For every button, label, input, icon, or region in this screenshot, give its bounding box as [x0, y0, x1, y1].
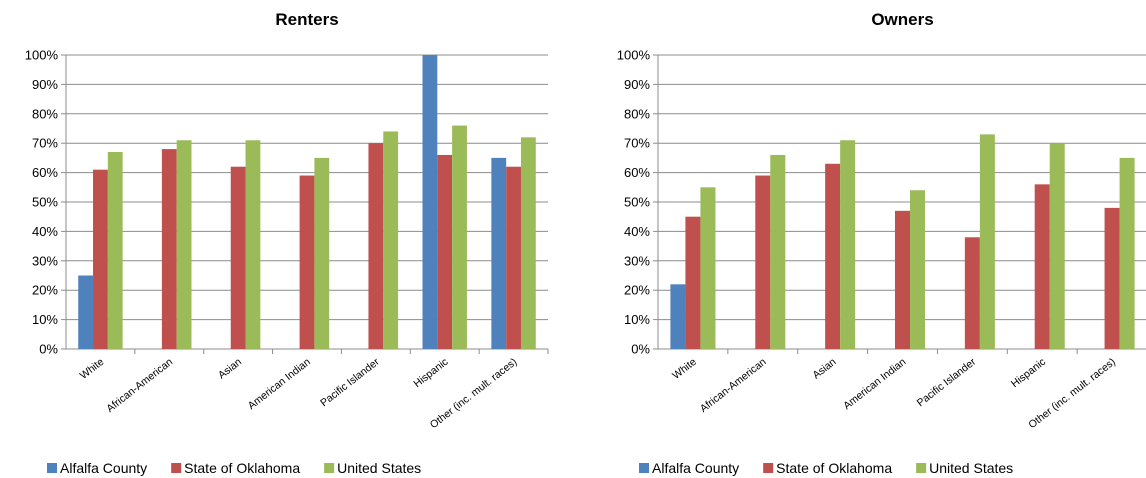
bar-state-of-oklahoma-pacific-islander: [964, 237, 980, 349]
y-tick-label: 90%: [32, 77, 58, 92]
bar-state-of-oklahoma-hispanic: [437, 154, 453, 349]
y-tick-label: 50%: [32, 195, 58, 210]
bar-state-of-oklahoma-asian: [230, 166, 246, 349]
renters-chart: Renters 0% 10% 20% 30% 40% 50% 60% 70% 80% 90% 100%…: [25, 10, 549, 476]
x-category-label: American Indian: [246, 356, 313, 412]
bar-alfalfa-county-white: [670, 284, 686, 349]
chart-title: Renters: [275, 10, 338, 29]
legend-swatch-alfalfa-county: [639, 463, 649, 473]
bar-state-of-oklahoma-american-indian: [299, 175, 315, 349]
legend-swatch-state-of-oklahoma: [171, 463, 182, 473]
legend-swatch-state-of-oklahoma: [763, 463, 774, 473]
bar-united-states-pacific-islander: [383, 131, 399, 349]
x-category-label: Hispanic: [411, 356, 450, 390]
owners-chart: Owners 0% 10% 20% 30% 40% 50% 60% 70% 80% 90% 100% W…: [617, 10, 1146, 476]
x-category-label: Pacific Islander: [318, 356, 382, 410]
bar-alfalfa-county-other-inc-mult-races: [491, 157, 507, 349]
y-tick-label: 0%: [631, 342, 650, 357]
y-tick-label: 80%: [624, 106, 650, 121]
bar-state-of-oklahoma-white: [685, 216, 701, 349]
y-tick-label: 70%: [624, 136, 650, 151]
legend-label-state-of-oklahoma: State of Oklahoma: [776, 460, 892, 476]
x-category-label: African-American: [104, 356, 175, 415]
bar-united-states-hispanic: [452, 125, 467, 349]
legend-swatch-united-states: [324, 463, 335, 473]
x-category-label: Asian: [810, 356, 838, 382]
y-tick-label: 40%: [624, 224, 650, 239]
bar-united-states-pacific-islander: [979, 134, 995, 349]
bar-state-of-oklahoma-hispanic: [1034, 184, 1050, 349]
bar-united-states-hispanic: [1049, 143, 1065, 349]
bar-united-states-african-american: [770, 154, 786, 349]
y-tick-label: 40%: [32, 224, 58, 239]
bar-united-states-other-inc-mult-races: [520, 137, 536, 349]
bar-state-of-oklahoma-african-american: [755, 175, 771, 349]
y-tick-label: 100%: [25, 48, 59, 63]
y-tick-label: 20%: [624, 283, 650, 298]
bar-united-states-african-american: [176, 140, 192, 349]
legend-label-state-of-oklahoma: State of Oklahoma: [184, 460, 300, 476]
legend-swatch-alfalfa-county: [47, 463, 57, 473]
x-category-label: White: [78, 356, 107, 382]
y-tick-label: 10%: [32, 312, 58, 327]
bar-state-of-oklahoma-other-inc-mult-races: [1104, 207, 1120, 349]
bar-state-of-oklahoma-asian: [825, 163, 841, 349]
bar-state-of-oklahoma-other-inc-mult-races: [506, 166, 521, 349]
y-tick-label: 60%: [32, 165, 58, 180]
bar-state-of-oklahoma-pacific-islander: [368, 143, 384, 349]
bar-united-states-american-indian: [314, 157, 330, 349]
y-tick-label: 50%: [624, 195, 650, 210]
legend-label-alfalfa-county: Alfalfa County: [652, 460, 739, 476]
x-category-label: White: [670, 356, 699, 382]
bar-alfalfa-county-hispanic: [422, 55, 438, 349]
x-category-label: Hispanic: [1009, 356, 1048, 390]
x-category-label: American Indian: [841, 356, 908, 412]
legend-label-alfalfa-county: Alfalfa County: [60, 460, 147, 476]
bar-united-states-white: [700, 187, 716, 349]
bar-united-states-asian: [840, 140, 856, 349]
x-category-label: African-American: [698, 356, 769, 415]
bar-united-states-other-inc-mult-races: [1119, 157, 1135, 349]
y-tick-label: 60%: [624, 165, 650, 180]
y-tick-label: 90%: [624, 77, 650, 92]
bar-state-of-oklahoma-african-american: [161, 149, 177, 349]
bar-united-states-white: [107, 152, 123, 349]
bar-state-of-oklahoma-white: [93, 169, 108, 349]
x-category-label: Asian: [216, 356, 244, 382]
y-tick-label: 0%: [39, 342, 58, 357]
y-tick-label: 10%: [624, 312, 650, 327]
legend-label-united-states: United States: [929, 460, 1013, 476]
x-category-label: Pacific Islander: [915, 356, 979, 410]
y-tick-label: 70%: [32, 136, 58, 151]
bar-state-of-oklahoma-american-indian: [894, 210, 911, 349]
y-tick-label: 20%: [32, 283, 58, 298]
y-tick-label: 30%: [624, 253, 650, 268]
y-tick-label: 80%: [32, 106, 58, 121]
y-tick-label: 100%: [617, 48, 651, 63]
y-tick-label: 30%: [32, 253, 58, 268]
legend-label-united-states: United States: [337, 460, 421, 476]
legend-swatch-united-states: [916, 463, 927, 473]
chart-title: Owners: [871, 10, 933, 29]
bar-united-states-asian: [245, 140, 261, 349]
bar-united-states-american-indian: [910, 190, 926, 349]
bar-alfalfa-county-white: [78, 275, 94, 349]
